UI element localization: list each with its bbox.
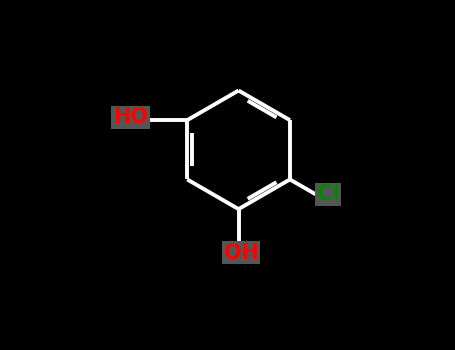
Text: Cl: Cl [317,184,339,204]
Text: HO: HO [113,107,148,127]
Text: OH: OH [224,243,259,263]
